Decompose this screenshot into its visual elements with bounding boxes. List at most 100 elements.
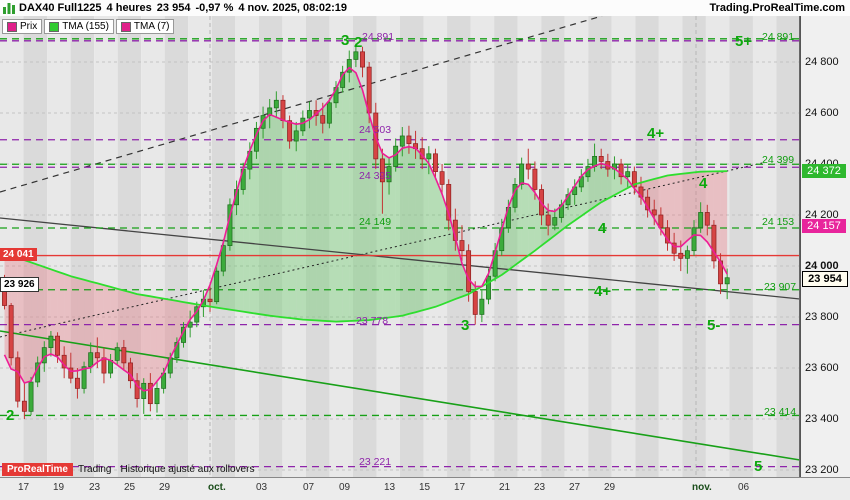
- chart-legend: Prix TMA (155) TMA (7): [2, 19, 175, 34]
- axis-tick: 24 200: [805, 209, 839, 221]
- legend-label-tma7: TMA (7): [133, 21, 170, 32]
- candle-body: [519, 163, 525, 185]
- time-axis[interactable]: 17 19 23 25 29 oct. 03 07 09 13 15 17 21 23 27 29 nov. 06: [0, 477, 850, 500]
- ma-cloud: [369, 114, 376, 321]
- candle-body: [532, 168, 538, 190]
- ma-cloud: [349, 67, 356, 321]
- candle-body: [618, 163, 624, 178]
- ma-cloud: [422, 155, 429, 311]
- candle-body: [353, 51, 359, 60]
- ma-cloud: [256, 120, 264, 315]
- candle-body: [128, 362, 133, 382]
- candle-body: [658, 214, 664, 229]
- ma-cloud: [70, 276, 78, 372]
- day-stripe: [776, 16, 800, 477]
- day-stripe: [0, 16, 24, 477]
- trendline-rising-dotted[interactable]: [0, 162, 763, 338]
- candle-body: [68, 367, 74, 379]
- ma-cloud: [521, 182, 529, 261]
- candle-body: [220, 245, 226, 272]
- legend-item-tma155[interactable]: TMA (155): [44, 19, 114, 34]
- brand-link[interactable]: Trading.ProRealTime.com: [709, 2, 845, 14]
- date-label: 29: [604, 482, 616, 493]
- trendline-falling-solid-green[interactable]: [0, 330, 800, 461]
- day-stripe: [352, 16, 377, 477]
- ma-cloud: [156, 297, 164, 382]
- day-stripe: [564, 16, 589, 477]
- ma-cloud: [455, 237, 462, 300]
- ma-cloud: [31, 262, 38, 382]
- datetime-text: 4 nov. 2025, 08:02:19: [238, 2, 348, 14]
- legend-item-prix[interactable]: Prix: [2, 19, 43, 34]
- date-label: 13: [384, 482, 396, 493]
- candle-body: [28, 381, 34, 412]
- candle-body: [545, 214, 551, 226]
- ma-cloud: [402, 146, 409, 316]
- date-label: 07: [303, 482, 315, 493]
- legend-item-tma7[interactable]: TMA (7): [115, 19, 175, 34]
- candle-body: [360, 51, 365, 68]
- axis-tick: 23 800: [805, 311, 839, 323]
- tma155-value-badge: 24 372: [802, 164, 846, 179]
- axis-tick: 24 600: [805, 107, 839, 119]
- ma-cloud: [601, 163, 608, 203]
- chart-icon: [3, 3, 15, 14]
- axis-tick: 24 000: [805, 260, 839, 272]
- candle-body: [399, 135, 405, 147]
- ma-cloud: [342, 67, 350, 322]
- ma-cloud: [296, 123, 303, 320]
- candle-body: [293, 130, 299, 142]
- candle-body: [366, 66, 372, 114]
- ma-cloud: [336, 74, 343, 322]
- prix-color-chip: [7, 21, 17, 32]
- candle-body: [15, 357, 21, 402]
- ma-cloud: [289, 122, 297, 319]
- ma-cloud: [389, 154, 396, 318]
- prorealtime-logo[interactable]: ProRealTime: [2, 463, 73, 476]
- candle-body: [631, 171, 637, 188]
- legend-label-prix: Prix: [20, 21, 38, 32]
- candle-body: [479, 298, 485, 315]
- trendline-falling-solid-black[interactable]: [0, 217, 800, 300]
- day-stripe: [588, 16, 612, 477]
- ma-cloud: [150, 296, 157, 390]
- candle-body: [114, 347, 120, 361]
- candle-body: [121, 347, 127, 364]
- candle-body: [74, 377, 80, 389]
- candle-body: [459, 240, 465, 252]
- date-label: 21: [499, 482, 511, 493]
- date-label: 17: [18, 482, 30, 493]
- day-stripe: [188, 16, 212, 477]
- trendline-rising-dashed[interactable]: [0, 15, 603, 193]
- day-stripe: [470, 16, 495, 477]
- day-stripe: [541, 16, 565, 477]
- candle-body: [698, 212, 704, 229]
- ma-cloud: [263, 114, 270, 316]
- date-label: oct.: [208, 482, 226, 493]
- ma-cloud: [594, 163, 602, 207]
- day-stripe: [447, 16, 471, 477]
- day-stripe: [729, 16, 753, 477]
- ma-cloud: [329, 89, 336, 322]
- date-label: nov.: [692, 482, 712, 493]
- date-label: 23: [534, 482, 546, 493]
- candle-body: [300, 117, 306, 132]
- axis-tick: 23 600: [805, 362, 839, 374]
- day-stripe: [23, 16, 48, 477]
- price-chart[interactable]: [0, 0, 800, 477]
- candle-body: [426, 153, 432, 160]
- candle-body: [207, 298, 213, 303]
- candle-body: [287, 120, 293, 142]
- date-label: 23: [89, 482, 101, 493]
- day-stripe: [47, 16, 71, 477]
- ma-cloud: [375, 137, 383, 320]
- candle-body: [651, 209, 657, 216]
- candle-body: [446, 184, 452, 221]
- candle-body: [691, 227, 697, 252]
- ma-cloud: [408, 146, 416, 314]
- legend-label-tma155: TMA (155): [62, 21, 109, 32]
- candle-body: [433, 153, 438, 173]
- candle-body: [280, 99, 286, 121]
